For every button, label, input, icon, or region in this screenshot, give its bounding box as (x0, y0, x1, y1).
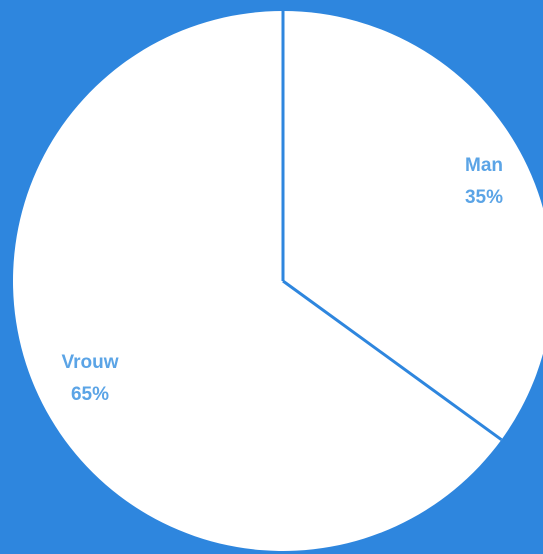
pie-labels: Man 35% Vrouw 65% (61, 155, 503, 405)
slice-label-man-value: 35% (465, 187, 503, 208)
slice-label-vrouw-name: Vrouw (61, 352, 118, 373)
slice-label-vrouw-value: 65% (71, 384, 109, 405)
pie-slice-man (283, 11, 543, 440)
pie-slices (12, 11, 543, 551)
pie-slice-vrouw (12, 11, 502, 551)
slice-label-man-name: Man (465, 155, 503, 176)
pie-dividers (281, 11, 503, 441)
pie-divider-line (282, 279, 503, 441)
